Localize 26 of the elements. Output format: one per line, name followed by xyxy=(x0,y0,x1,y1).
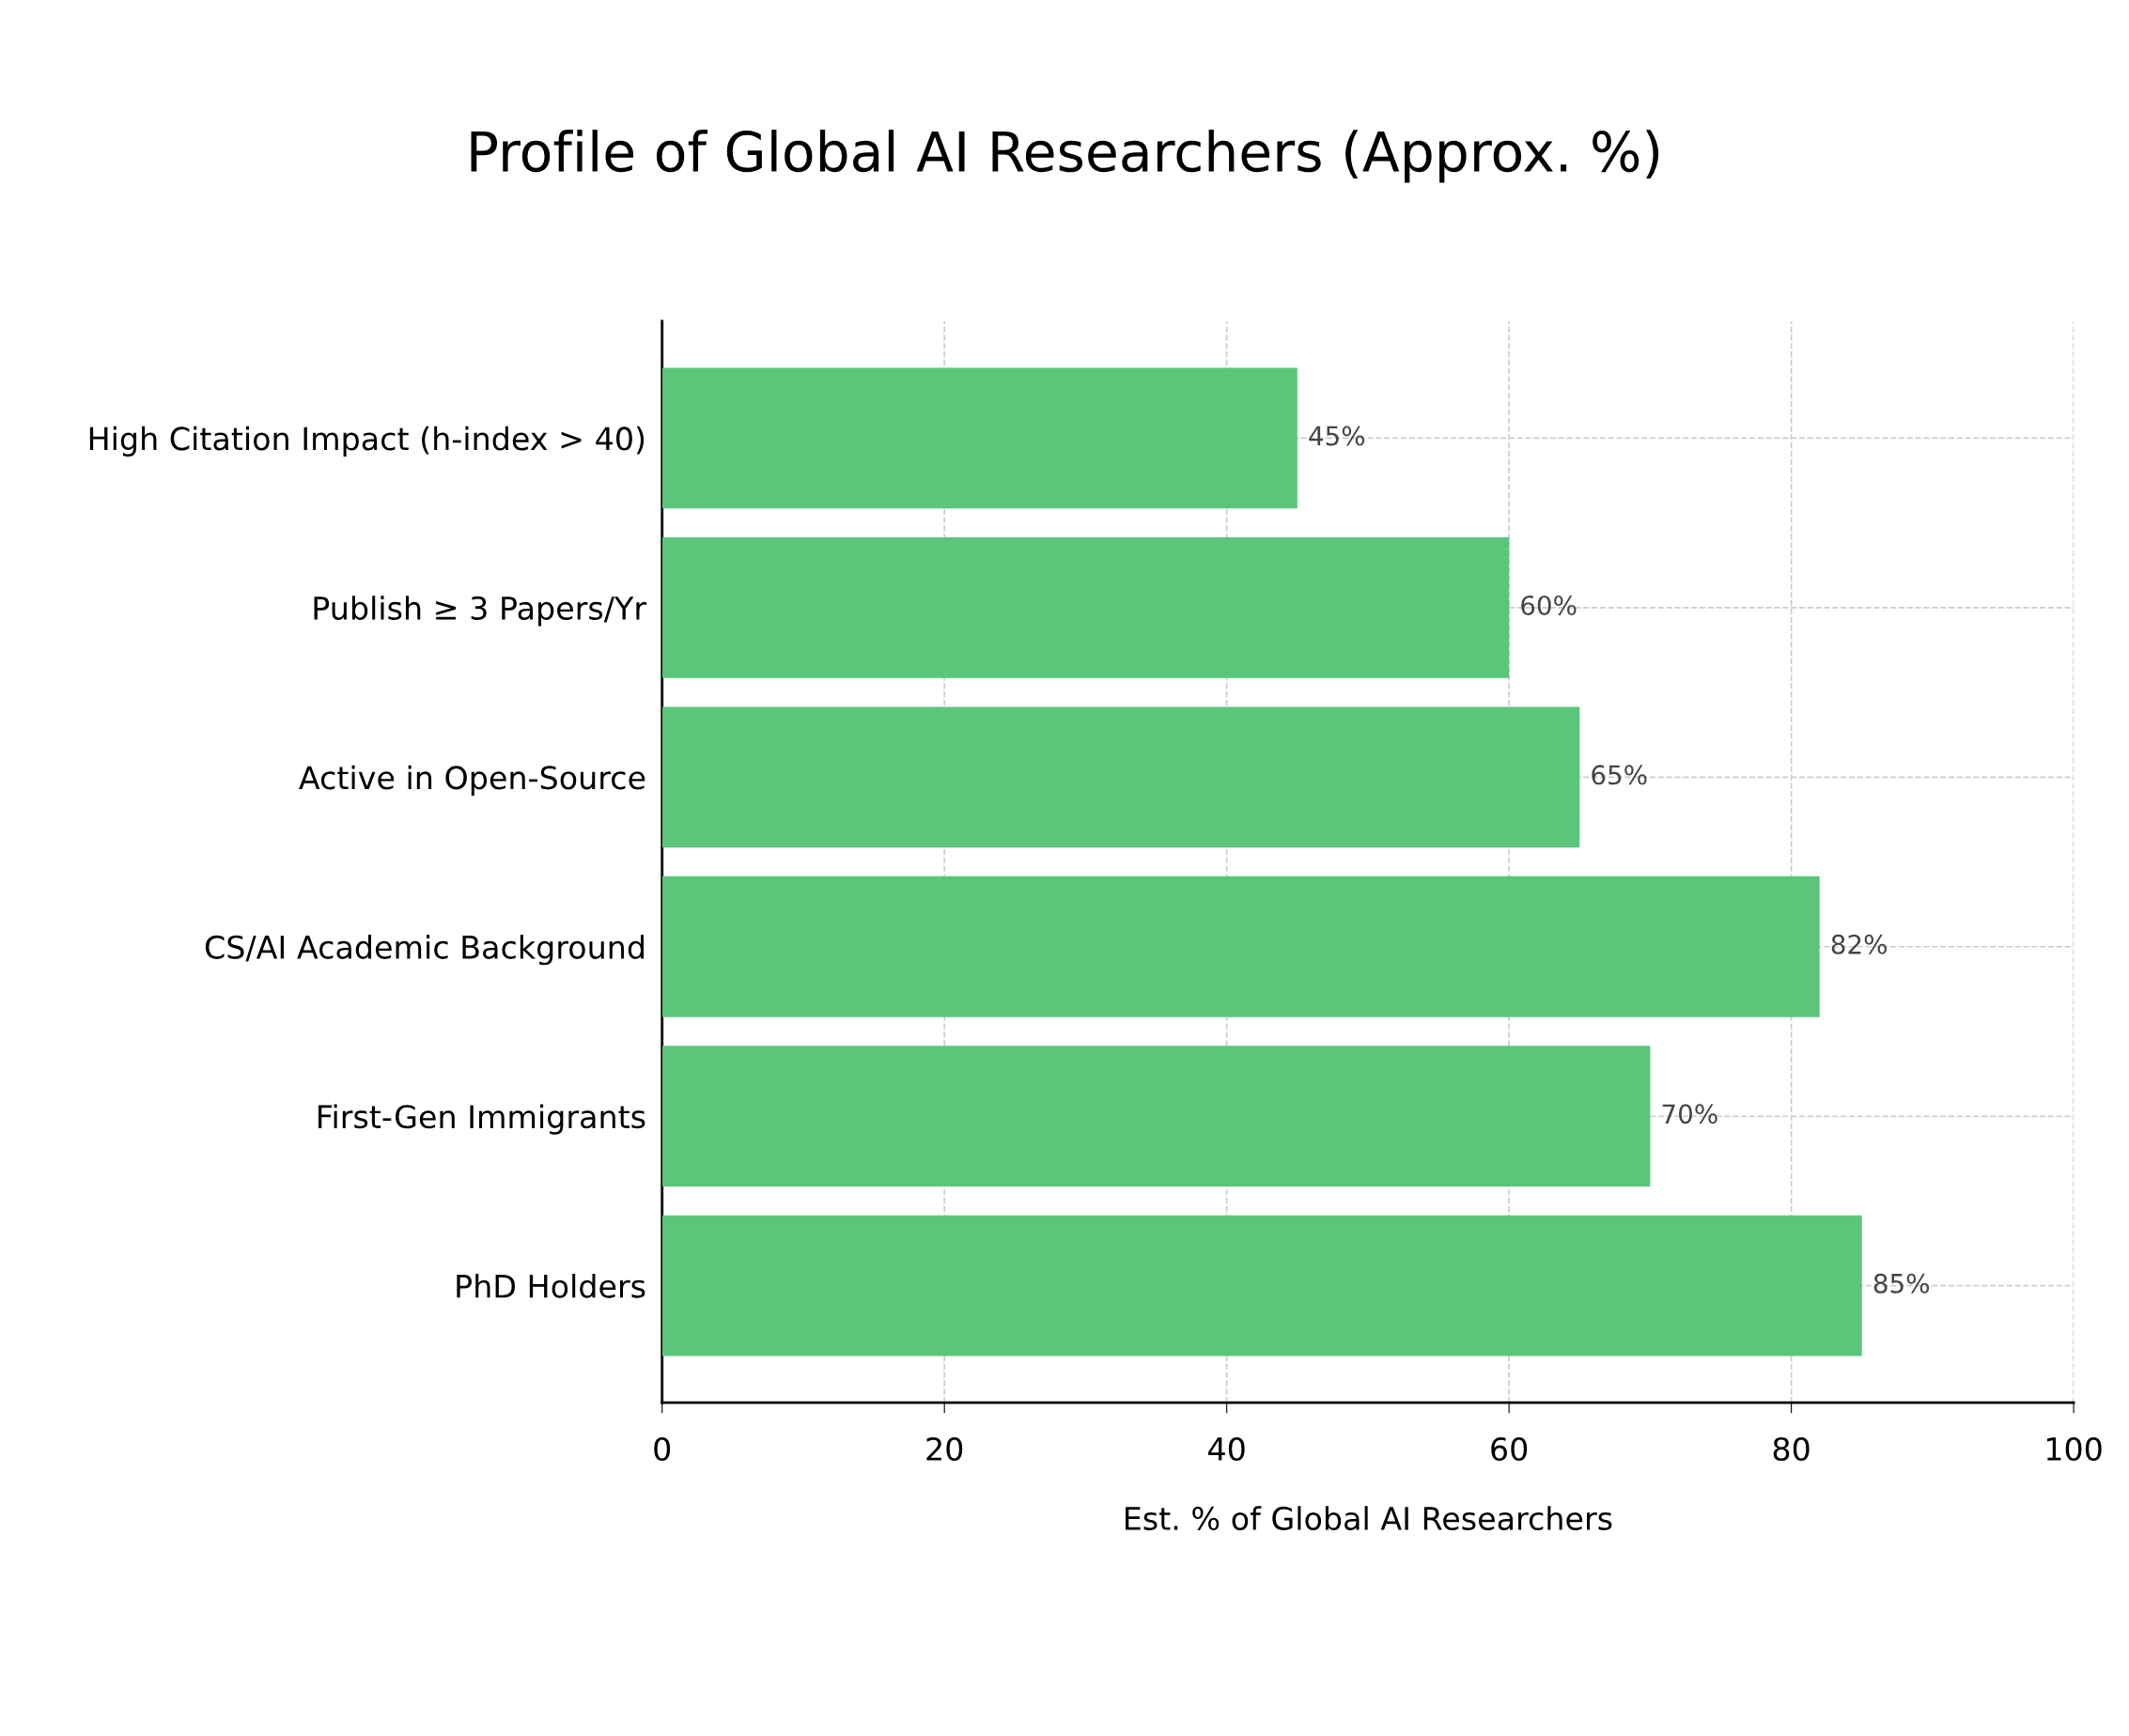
bar xyxy=(661,536,1510,678)
y-tick-label: PhD Holders xyxy=(457,1274,645,1298)
y-tick-label: High Citation Impact (h-index > 40) xyxy=(89,426,645,457)
x-axis-title: Est. % of Global AI Researchers xyxy=(1126,1506,1612,1531)
y-tick-label: First-Gen Immigrants xyxy=(319,1104,645,1135)
bar xyxy=(661,1046,1651,1187)
data-label: 60% xyxy=(1521,595,1577,615)
data-label: 70% xyxy=(1662,1104,1717,1124)
y-tick-label: CS/AI Academic Background xyxy=(205,935,645,966)
data-label: 85% xyxy=(1873,1273,1930,1294)
x-tick-label: 20 xyxy=(926,1436,963,1462)
data-label: 82% xyxy=(1831,934,1887,954)
bar xyxy=(661,1215,1862,1356)
x-tick-label: 0 xyxy=(654,1436,671,1462)
x-tick-label: 40 xyxy=(1208,1436,1245,1462)
bar xyxy=(661,706,1580,848)
x-tick-label: 100 xyxy=(2046,1436,2102,1462)
data-label: 45% xyxy=(1309,426,1365,446)
chart-title: Profile of Global AI Researchers (Approx. %) xyxy=(471,130,1659,183)
bar xyxy=(661,876,1820,1017)
x-tick-label: 60 xyxy=(1491,1436,1528,1462)
x-tick-label: 80 xyxy=(1773,1436,1810,1462)
bar xyxy=(661,367,1298,509)
data-label: 65% xyxy=(1592,765,1647,785)
y-tick-label: Active in Open-Source xyxy=(299,765,645,796)
y-tick-label: Publish ≥ 3 Papers/Yr xyxy=(314,596,647,627)
